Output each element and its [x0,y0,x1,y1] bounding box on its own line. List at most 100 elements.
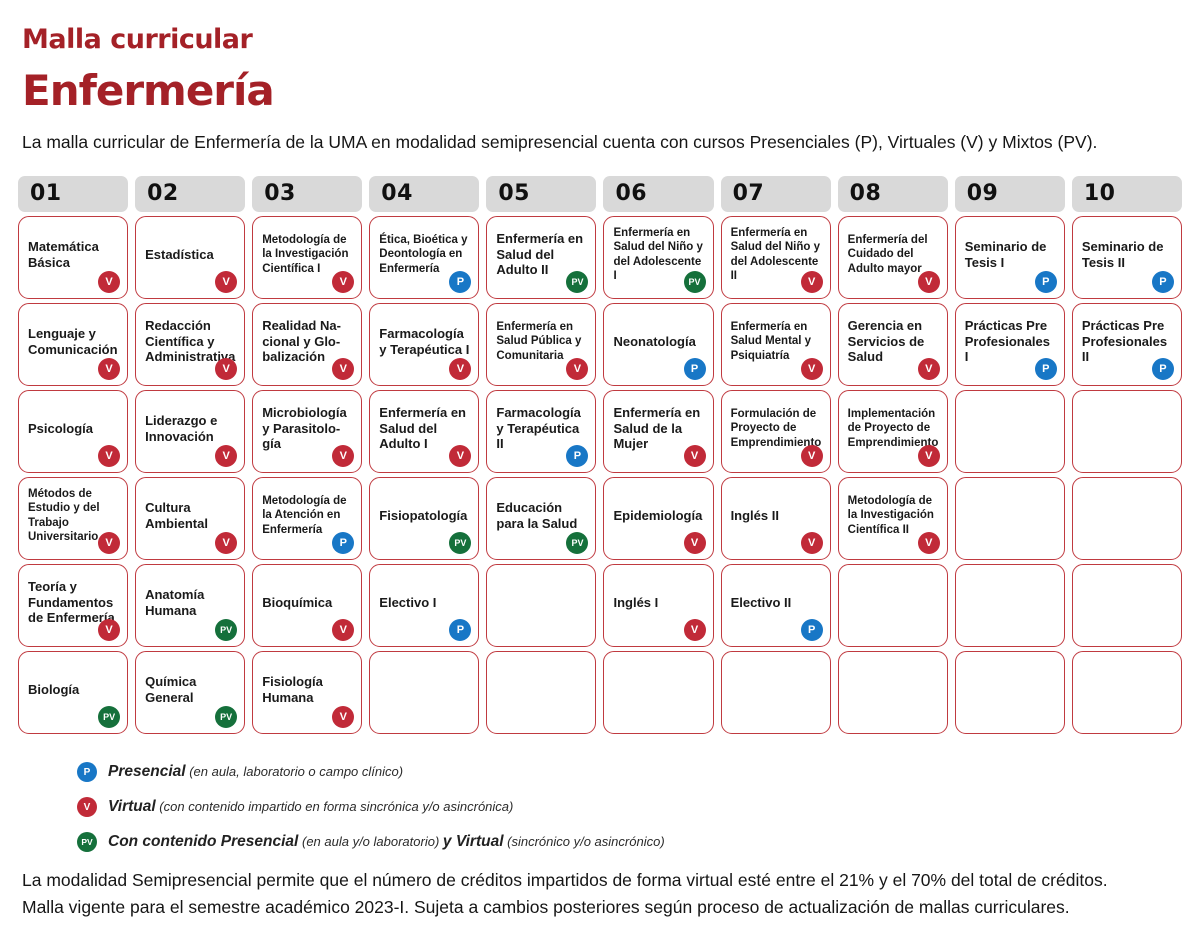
modality-badge-v: V [566,358,589,380]
course-name: Inglés I [613,594,659,610]
course-name: Farmacología y Terapéutica II [496,404,581,452]
course-name: Implementación de Proyecto de Emprendimi… [847,407,939,449]
modality-badge-p: P [800,619,823,641]
semester-number-chip: 04 [369,176,480,212]
course-card: Farmacología y Terapéutica II P [486,390,597,473]
course-card: Fisiopatología PV [369,477,480,560]
empty-course-card [603,651,714,734]
course-card: Prácticas Pre Profesionales II P [1071,303,1182,386]
semester-number-chip: 02 [135,176,246,212]
course-name: Enfermería en Salud de la Mujer [613,404,701,452]
course-name: Enfermería en Salud del Niño y del Adole… [730,226,821,282]
course-card: Microbiología y Parasitolo­gía V [252,390,363,473]
course-card: Lenguaje y Comunicación V [18,303,129,386]
modality-badge-v: V [332,706,355,728]
modality-badge-p: P [449,271,472,293]
course-name: Ética, Bioética y Deontología en Enferme… [379,233,468,275]
virtual-badge-icon: V [77,797,97,817]
course-card: Metodología de la Investigación Científi… [252,216,363,299]
legend-term: Con contenido Presencial [108,833,299,850]
course-card: Implementación de Proyecto de Emprendimi… [837,390,948,473]
presencial-badge-icon: P [77,762,97,782]
course-name: Matemática Básica [28,238,99,270]
course-name: Seminario de Tesis II [1081,238,1164,270]
modality-legend: P Presencial (en aula, laboratorio o cam… [77,762,665,852]
semester-column-09: 09 Seminario de Tesis I P Prácticas Pre Pro… [954,176,1065,734]
legend-row-virtual: V Virtual (con contenido impartido en fo… [77,797,665,817]
modality-badge-v: V [98,358,121,380]
empty-course-card [720,651,831,734]
modality-badge-v: V [332,445,355,467]
page-title: Enfermería [22,66,275,115]
course-name: Cultura Ambiental [145,499,208,531]
modality-badge-v: V [800,445,823,467]
legend-text: Con contenido Presencial (en aula y/o la… [108,833,665,851]
course-name: Seminario de Tesis I [964,238,1047,270]
course-card: Metodología de la Atención en Enfermería… [252,477,363,560]
course-name: Neonatología [613,333,696,349]
course-name: Redacción Científica y Administrativa [145,317,236,365]
course-card: Gerencia en Servicios de Salud V [837,303,948,386]
semester-column-04: 04 Ética, Bioética y Deontología en Enfer… [369,176,480,734]
course-name: Prácticas Pre Profesionales I [964,317,1051,365]
course-name: Enfermería del Cuidado del Adulto mayor [847,233,928,275]
mixto-badge-icon: PV [77,832,97,852]
semester-column-05: 05 Enfermería en Salud del Adulto II PV Enf… [486,176,597,734]
footer-line-1: La modalidad Semipresencial permite que … [22,870,1108,890]
modality-badge-v: V [332,619,355,641]
course-name: Fisiopatología [379,507,468,523]
course-card: Psicología V [18,390,129,473]
course-name: Psicología [28,420,94,436]
course-card: Enfermería en Salud de la Mujer V [603,390,714,473]
course-name: Bioquímica [262,594,333,610]
course-card: Cultura Ambiental V [135,477,246,560]
course-name: Teoría y Fundamentos de Enfermería [28,578,115,626]
empty-course-card [954,477,1065,560]
course-name: Biología [28,681,80,697]
course-card: Ética, Bioética y Deontología en Enferme… [369,216,480,299]
course-name: Prácticas Pre Profesionales II [1081,317,1168,365]
modality-badge-v: V [683,445,706,467]
course-card: Neonatología P [603,303,714,386]
course-card: Enfermería en Salud del Niño y del Adole… [720,216,831,299]
modality-badge-v: V [215,358,238,380]
course-name: Anatomía Humana [145,586,205,618]
semester-column-03: 03 Metodología de la Investigación Cientí… [252,176,363,734]
course-name: Gerencia en Servicios de Salud [847,317,925,365]
legend-term: Virtual [108,798,156,815]
modality-badge-v: V [332,271,355,293]
semester-column-02: 02 Estadística V Redacción Científica y Adm… [135,176,246,734]
course-name: Enfermería en Salud del Adulto II [496,230,584,278]
course-card: Fisiología Humana V [252,651,363,734]
legend-note: (en aula, laboratorio o campo clínico) [189,764,404,779]
legend-note: (con contenido impartido en forma sincró… [159,799,514,814]
course-name: Realidad Na­cional y Glo­balización [262,317,341,365]
modality-badge-pv: PV [566,271,589,293]
course-name: Enfermería en Salud del Adulto I [379,404,466,452]
empty-course-card [954,651,1065,734]
course-name: Educación para la Salud [496,499,578,531]
modality-badge-p: P [332,532,355,554]
course-card: Bioquímica V [252,564,363,647]
modality-badge-pv: PV [215,706,238,728]
course-name: Farmacología y Terapéutica I [379,325,470,357]
course-name: Epidemiología [613,507,703,523]
modality-badge-pv: PV [98,706,121,728]
modality-badge-p: P [1034,271,1057,293]
course-card: Inglés II V [720,477,831,560]
course-card: Seminario de Tesis II P [1071,216,1182,299]
semester-number-chip: 06 [603,176,714,212]
legend-term: y Virtual [442,833,504,850]
semester-column-01: 01 Matemática Básica V Lenguaje y Comunicac… [18,176,129,734]
modality-badge-v: V [215,445,238,467]
course-card: Redacción Científica y Administrativa V [135,303,246,386]
semester-number-chip: 08 [837,176,948,212]
modality-badge-v: V [449,445,472,467]
semester-column-07: 07 Enfermería en Salud del Niño y del Ado… [720,176,831,734]
legend-row-mixto: PV Con contenido Presencial (en aula y/o… [77,832,665,852]
modality-badge-v: V [917,358,940,380]
course-card: Biología PV [18,651,129,734]
empty-course-card [1071,564,1182,647]
empty-course-card [1071,477,1182,560]
